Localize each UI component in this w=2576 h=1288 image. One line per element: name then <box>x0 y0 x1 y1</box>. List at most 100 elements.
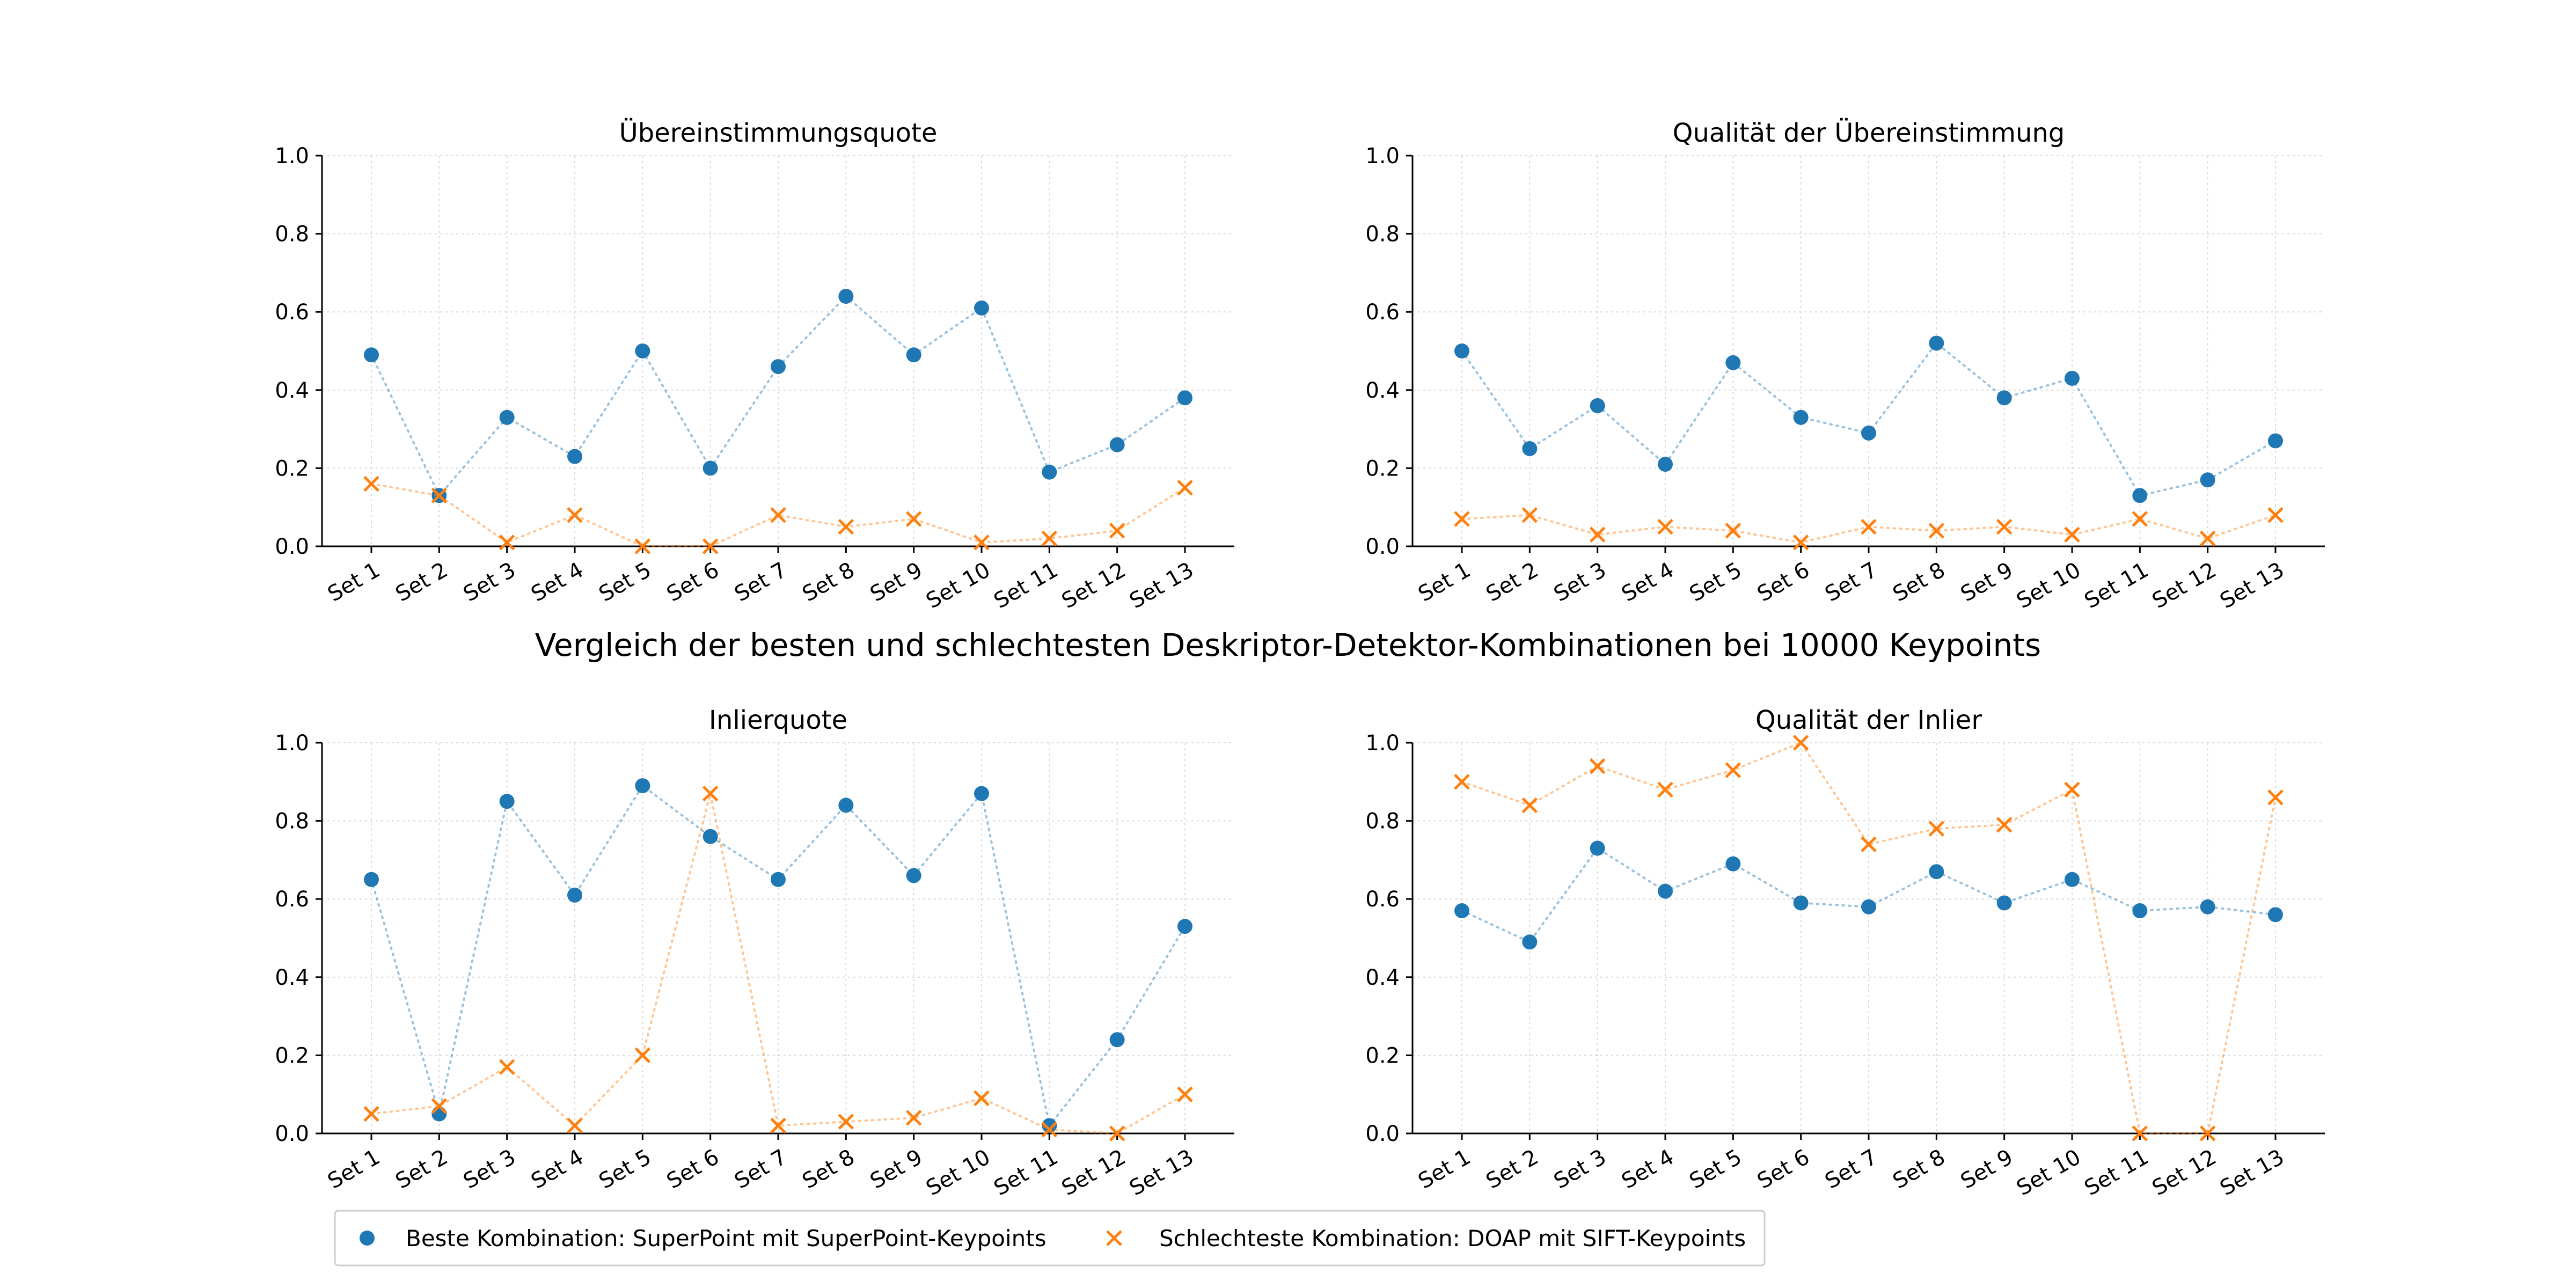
data-point-worst <box>905 511 922 527</box>
x-stroke-b <box>1521 507 1538 523</box>
x-tick-label: Set 8 <box>798 1145 859 1194</box>
subplot-title: Qualität der Übereinstimmung <box>1673 118 2065 148</box>
x-tick-label: Set 10 <box>2012 1145 2085 1201</box>
x-tick-label: Set 4 <box>527 1145 588 1194</box>
data-point-best <box>567 449 582 464</box>
y-tick-label: 0.4 <box>275 378 309 403</box>
data-point-best <box>2268 433 2283 449</box>
x-tick-label: Set 9 <box>866 558 927 607</box>
data-point-worst <box>2267 507 2284 523</box>
x-tick-label: Set 3 <box>459 558 520 607</box>
x-stroke-b <box>1041 530 1058 547</box>
x-tick-label: Set 12 <box>2148 558 2221 613</box>
data-point-best <box>1042 1118 1057 1133</box>
x-stroke-b <box>2132 511 2148 527</box>
series-line-best <box>370 295 1186 497</box>
data-point-worst <box>2064 526 2080 543</box>
x-stroke-b <box>1928 523 1945 539</box>
data-point-best <box>1042 464 1057 480</box>
data-point-best <box>499 794 515 809</box>
x-tick-label: Set 6 <box>1753 1145 1814 1194</box>
data-point-worst <box>431 487 448 504</box>
x-tick-label: Set 6 <box>663 558 723 607</box>
data-point-worst <box>1861 518 1877 535</box>
x-tick-label: Set 13 <box>2216 1145 2288 1201</box>
data-point-best <box>567 887 582 903</box>
x-stroke-b <box>770 507 786 523</box>
y-tick-label: 0.6 <box>1365 300 1400 325</box>
data-point-worst <box>1041 1121 1058 1138</box>
y-tick-label: 0.8 <box>275 809 309 834</box>
data-point-worst <box>1928 821 1945 837</box>
x-stroke-b <box>1454 774 1470 790</box>
x-tick-label: Set 13 <box>2216 558 2288 613</box>
x-stroke-b <box>1861 836 1877 853</box>
data-point-best <box>906 868 921 883</box>
data-point-worst <box>1589 758 1606 774</box>
x-stroke-b <box>1657 518 1673 535</box>
x-stroke-b <box>1928 821 1945 837</box>
x-tick-label: Set 2 <box>391 558 452 607</box>
y-tick-label: 0.0 <box>1365 1122 1400 1146</box>
x-stroke-b <box>838 1114 854 1130</box>
data-point-best <box>1658 457 1673 472</box>
data-point-worst <box>634 538 651 554</box>
data-point-worst <box>770 507 786 523</box>
data-point-best <box>2200 899 2215 914</box>
legend-label-worst: Schlechteste Kombination: DOAP mit SIFT-… <box>1159 1225 1746 1252</box>
data-point-best <box>1793 409 1809 425</box>
x-stroke-b <box>905 1110 922 1126</box>
data-point-worst <box>363 1106 379 1122</box>
data-point-best <box>1454 343 1469 358</box>
x-stroke-b <box>431 1098 448 1114</box>
x-tick-label: Set 10 <box>2012 558 2085 613</box>
data-point-worst <box>363 475 379 492</box>
x-stroke-b <box>2267 789 2284 806</box>
data-point-best <box>771 872 786 887</box>
y-tick-label: 0.6 <box>1365 887 1400 912</box>
data-point-worst <box>431 1098 448 1114</box>
data-point-best <box>1725 355 1741 370</box>
y-tick-label: 0.2 <box>275 456 309 481</box>
y-tick-label: 0.2 <box>1365 456 1400 481</box>
data-point-best <box>1109 437 1125 452</box>
x-tick-label: Set 5 <box>1685 558 1746 607</box>
data-point-worst <box>974 1090 990 1107</box>
data-point-worst <box>2267 789 2284 806</box>
data-point-worst <box>1996 518 2012 535</box>
data-point-worst <box>974 534 990 551</box>
data-point-worst <box>1861 836 1877 853</box>
data-point-best <box>771 359 786 375</box>
x-stroke-b <box>905 511 922 527</box>
x-stroke-b <box>363 1106 379 1122</box>
data-point-best <box>2132 488 2148 503</box>
y-tick-label: 0.2 <box>1365 1043 1400 1068</box>
x-tick-label: Set 11 <box>990 1145 1062 1201</box>
y-tick-label: 1.0 <box>1365 144 1400 169</box>
data-point-best <box>906 347 921 363</box>
data-point-worst <box>567 1117 583 1134</box>
x-stroke-b <box>634 538 651 554</box>
data-point-best <box>1996 390 2012 406</box>
x-stroke-b <box>1177 480 1193 496</box>
x-tick-label: Set 12 <box>2148 1145 2221 1201</box>
x-tick-label: Set 11 <box>990 558 1062 613</box>
y-tick-label: 0.4 <box>1365 378 1400 403</box>
legend-x-glyph <box>1106 1230 1122 1246</box>
x-tick-label: Set 12 <box>1058 1145 1130 1201</box>
y-tick-label: 0.4 <box>275 965 309 990</box>
data-point-worst <box>634 1047 651 1064</box>
data-point-worst <box>2132 1125 2148 1141</box>
x-tick-label: Set 8 <box>1889 1145 1949 1194</box>
y-tick-label: 0.4 <box>1365 965 1400 990</box>
x-stroke-b <box>431 487 448 504</box>
x-stroke-b <box>2199 530 2216 547</box>
subplot-title: Inlierquote <box>709 705 847 735</box>
x-stroke-b <box>634 1047 651 1064</box>
x-tick-label: Set 4 <box>527 558 588 607</box>
data-point-best <box>974 300 989 316</box>
data-point-best <box>431 1106 447 1122</box>
x-tick-label: Set 9 <box>1957 558 2017 607</box>
